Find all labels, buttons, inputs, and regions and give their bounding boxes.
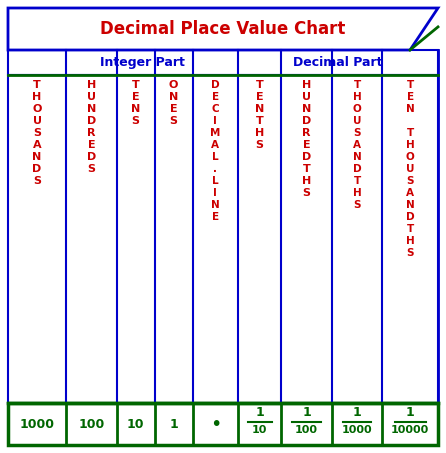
Text: 100: 100: [78, 418, 105, 430]
Bar: [8, 50, 438, 75]
Text: •: •: [210, 414, 221, 434]
Text: 1000: 1000: [342, 425, 372, 435]
Text: O
N
E
S: O N E S: [169, 80, 178, 126]
Polygon shape: [8, 8, 438, 50]
Text: 1000: 1000: [20, 418, 54, 430]
Text: D
E
C
I
M
A
L
.
L
I
N
E: D E C I M A L . L I N E: [210, 80, 221, 222]
Text: T
H
O
U
S
A
N
D
T
H
S: T H O U S A N D T H S: [353, 80, 361, 210]
Text: Decimal Place Value Chart: Decimal Place Value Chart: [100, 20, 346, 38]
Text: Decimal Part: Decimal Part: [293, 56, 383, 69]
Text: 10000: 10000: [391, 425, 429, 435]
Text: 1: 1: [406, 406, 414, 419]
Text: T
E
N
 
T
H
O
U
S
A
N
D
T
H
S: T E N T H O U S A N D T H S: [406, 80, 414, 258]
Text: 10: 10: [252, 425, 267, 435]
Text: 1: 1: [302, 406, 311, 419]
Bar: [8, 403, 438, 445]
Text: 10: 10: [127, 418, 145, 430]
Text: 100: 100: [295, 425, 318, 435]
Text: H
U
N
D
R
E
D
T
H
S: H U N D R E D T H S: [302, 80, 311, 198]
Text: T
E
N
S: T E N S: [131, 80, 140, 126]
Text: 1: 1: [169, 418, 178, 430]
Bar: [8, 50, 438, 445]
Text: 1: 1: [255, 406, 264, 419]
Text: T
E
N
T
H
S: T E N T H S: [255, 80, 264, 150]
Text: T
H
O
U
S
A
N
D
S: T H O U S A N D S: [33, 80, 42, 186]
Text: 1: 1: [353, 406, 361, 419]
Bar: [8, 75, 438, 403]
Text: H
U
N
D
R
E
D
S: H U N D R E D S: [87, 80, 96, 174]
Text: Integer Part: Integer Part: [100, 56, 185, 69]
